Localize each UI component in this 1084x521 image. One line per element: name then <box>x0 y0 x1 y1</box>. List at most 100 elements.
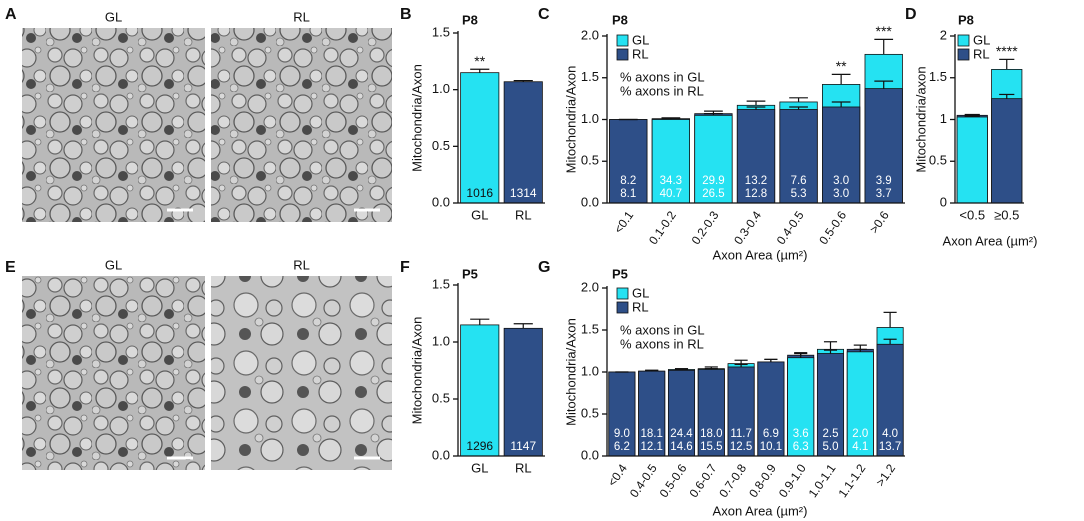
y-tick-label: 0.5 <box>432 390 450 405</box>
percent-label: 29.9 <box>702 175 724 187</box>
significance: **** <box>996 43 1018 59</box>
legend-note: % axons in RL <box>620 336 704 351</box>
y-tick-label: 0.0 <box>581 194 599 209</box>
x-tick-label: 0.5-0.6 <box>816 208 849 247</box>
percent-label: 3.6 <box>793 428 809 440</box>
bar <box>991 98 1023 204</box>
y-tick-label: 0.0 <box>581 447 599 462</box>
percent-label: 12.1 <box>641 441 663 453</box>
y-tick-label: 1.0 <box>581 363 599 378</box>
percent-label: 5.3 <box>791 188 807 200</box>
legend-swatch <box>616 287 629 300</box>
chart-title: P8 <box>462 12 478 27</box>
y-tick-label: 1.0 <box>581 111 599 126</box>
legend-note: % axons in GL <box>620 69 705 84</box>
x-tick-label: 0.4-0.5 <box>627 461 660 500</box>
percent-label: 6.9 <box>763 428 779 440</box>
x-tick-label: 0.7-0.8 <box>716 461 749 500</box>
legend-label: RL <box>632 46 649 61</box>
legend-label: RL <box>973 46 990 61</box>
y-axis-label: Mitochondria/Axon <box>409 317 424 425</box>
x-axis-label: Axon Area (µm²) <box>943 233 1038 248</box>
bar <box>864 88 903 204</box>
x-tick-label: 0.4-0.5 <box>774 208 807 247</box>
y-axis-label: Mitochondria/Axon <box>563 318 578 426</box>
percent-label: 3.7 <box>876 188 892 200</box>
y-tick-label: 1.5 <box>432 276 450 291</box>
y-tick-label: 1.0 <box>432 333 450 348</box>
bar <box>757 361 785 457</box>
percent-label: 15.5 <box>700 441 722 453</box>
y-tick-label: 1.0 <box>432 81 450 96</box>
x-axis-label: Axon Area (µm²) <box>713 247 808 262</box>
x-axis-label: Axon Area (µm²) <box>713 503 808 518</box>
bar <box>503 81 543 204</box>
panel-letter: A <box>5 6 17 23</box>
significance: *** <box>876 23 893 39</box>
percent-label: 18.0 <box>700 428 722 440</box>
legend-swatch <box>957 48 970 61</box>
chart-title: P8 <box>612 12 628 27</box>
percent-label: 12.8 <box>745 188 767 200</box>
chart-title: P5 <box>612 266 628 281</box>
y-tick-label: 1.5 <box>432 24 450 39</box>
bar <box>779 109 818 204</box>
percent-label: 13.7 <box>879 441 901 453</box>
legend-swatch <box>616 34 629 47</box>
chart-title: P5 <box>462 266 478 281</box>
panel-letter: G <box>538 259 550 276</box>
bar <box>608 371 636 457</box>
bar <box>956 116 988 204</box>
x-tick-label: ≥0.5 <box>994 207 1019 222</box>
percent-label: 4.0 <box>882 428 898 440</box>
x-tick-label: <0.1 <box>611 208 636 236</box>
panel-letter: D <box>905 6 917 23</box>
legend-note: % axons in RL <box>620 83 704 98</box>
y-tick-label: 0.0 <box>432 447 450 462</box>
percent-label: 26.5 <box>702 188 724 200</box>
percent-label: 13.2 <box>745 175 767 187</box>
y-tick-label: 0.5 <box>581 405 599 420</box>
percent-label: 34.3 <box>660 175 682 187</box>
x-tick-label: 1.1-1.2 <box>835 461 868 500</box>
x-tick-label: <0.4 <box>605 461 630 489</box>
percent-label: 9.0 <box>614 428 630 440</box>
y-axis-label: Mitochondria/Axon <box>409 64 424 172</box>
percent-label: 7.6 <box>791 175 807 187</box>
bar <box>876 343 904 457</box>
em-image <box>22 276 205 470</box>
bar <box>460 324 500 457</box>
percent-label: 2.5 <box>823 428 839 440</box>
x-tick-label: 0.6-0.7 <box>686 461 719 500</box>
bar <box>822 106 861 204</box>
percent-label: 10.1 <box>760 441 782 453</box>
x-tick-label: 0.8-0.9 <box>746 461 779 500</box>
x-tick-label: 0.5-0.6 <box>657 461 690 500</box>
bar <box>727 366 755 457</box>
percent-label: 8.1 <box>620 188 636 200</box>
panel-letter: C <box>538 6 550 23</box>
x-tick-label: 0.9-1.0 <box>776 461 809 500</box>
x-tick-label: 0.1-0.2 <box>646 208 679 247</box>
significance: ** <box>836 58 847 74</box>
legend-label: RL <box>632 299 649 314</box>
bar <box>816 353 845 457</box>
y-tick-label: 1 <box>940 111 947 126</box>
legend-swatch <box>616 301 629 314</box>
image-label: RL <box>293 9 310 24</box>
percent-label: 40.7 <box>660 188 682 200</box>
percent-label: 18.1 <box>641 428 663 440</box>
x-tick-label: >1.2 <box>873 461 898 489</box>
y-axis-label: Mitochondria/Axon <box>563 66 578 174</box>
percent-label: 3.9 <box>876 175 892 187</box>
x-tick-label: RL <box>515 460 532 475</box>
panel-letter: E <box>5 259 16 276</box>
em-image <box>22 28 205 222</box>
x-tick-label: RL <box>515 207 532 222</box>
y-tick-label: 2.0 <box>581 279 599 294</box>
panel-letter: B <box>400 6 412 23</box>
y-tick-label: 1.5 <box>581 321 599 336</box>
panel-letter: F <box>400 259 410 276</box>
percent-label: 3.0 <box>833 175 849 187</box>
